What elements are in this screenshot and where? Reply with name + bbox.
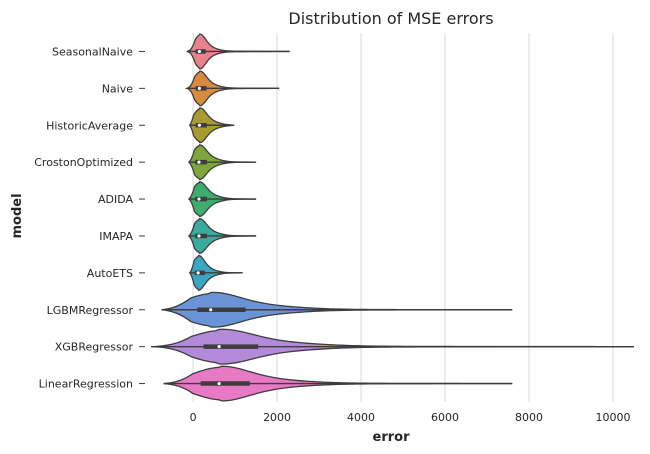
x-axis-label: error bbox=[373, 430, 411, 445]
y-tick-label: XGBRegressor bbox=[55, 341, 134, 354]
y-tick-label: Naive bbox=[102, 82, 134, 95]
violin-median-XGBRegressor bbox=[217, 345, 221, 349]
y-axis-ticks: SeasonalNaive Naive HistoricAverage Croston… bbox=[34, 45, 145, 391]
violin-median-AutoETS bbox=[196, 271, 200, 275]
y-tick-label: AutoETS bbox=[87, 267, 133, 280]
violin-median-HistoricAverage bbox=[197, 123, 201, 127]
violin-median-SeasonalNaive bbox=[197, 49, 201, 54]
violin-LGBMRegressor bbox=[161, 291, 513, 328]
violin-median-Naive bbox=[197, 86, 201, 90]
violin-median-IMAPA bbox=[197, 234, 201, 238]
violin-ADIDA bbox=[187, 181, 257, 218]
x-tick-label: 0 bbox=[190, 411, 197, 424]
violin-median-LGBMRegressor bbox=[209, 308, 213, 312]
violin-IMAPA bbox=[187, 217, 257, 254]
x-tick-label: 6000 bbox=[431, 411, 459, 424]
x-tick-label: 2000 bbox=[263, 411, 291, 424]
violins bbox=[151, 33, 634, 402]
y-tick-label: HistoricAverage bbox=[46, 119, 133, 132]
y-tick-label: IMAPA bbox=[99, 230, 133, 243]
y-tick-label: CrostonOptimized bbox=[34, 156, 133, 169]
x-tick-label: 8000 bbox=[515, 411, 543, 424]
x-axis-ticks: 0 2000 4000 6000 8000 10000 bbox=[190, 411, 631, 424]
violin-median-LinearRegression bbox=[217, 381, 221, 386]
x-tick-label: 10000 bbox=[596, 411, 631, 424]
violin-Naive bbox=[184, 70, 280, 107]
y-tick-label: LGBMRegressor bbox=[47, 304, 134, 317]
violin-XGBRegressor bbox=[151, 328, 634, 365]
y-tick-label: ADIDA bbox=[98, 193, 134, 206]
violin-LinearRegression bbox=[163, 365, 513, 402]
x-tick-label: 4000 bbox=[347, 411, 375, 424]
y-tick-label: SeasonalNaive bbox=[52, 45, 133, 58]
violin-SeasonalNaive bbox=[186, 33, 290, 70]
violin-AutoETS bbox=[188, 254, 243, 291]
y-axis-label: model bbox=[10, 193, 25, 238]
violin-HistoricAverage bbox=[188, 107, 235, 144]
violin-median-CrostonOptimized bbox=[197, 160, 201, 164]
violin-CrostonOptimized bbox=[187, 144, 257, 181]
violin-median-ADIDA bbox=[197, 197, 201, 201]
y-tick-label: LinearRegression bbox=[39, 378, 133, 391]
chart-title: Distribution of MSE errors bbox=[288, 9, 493, 28]
